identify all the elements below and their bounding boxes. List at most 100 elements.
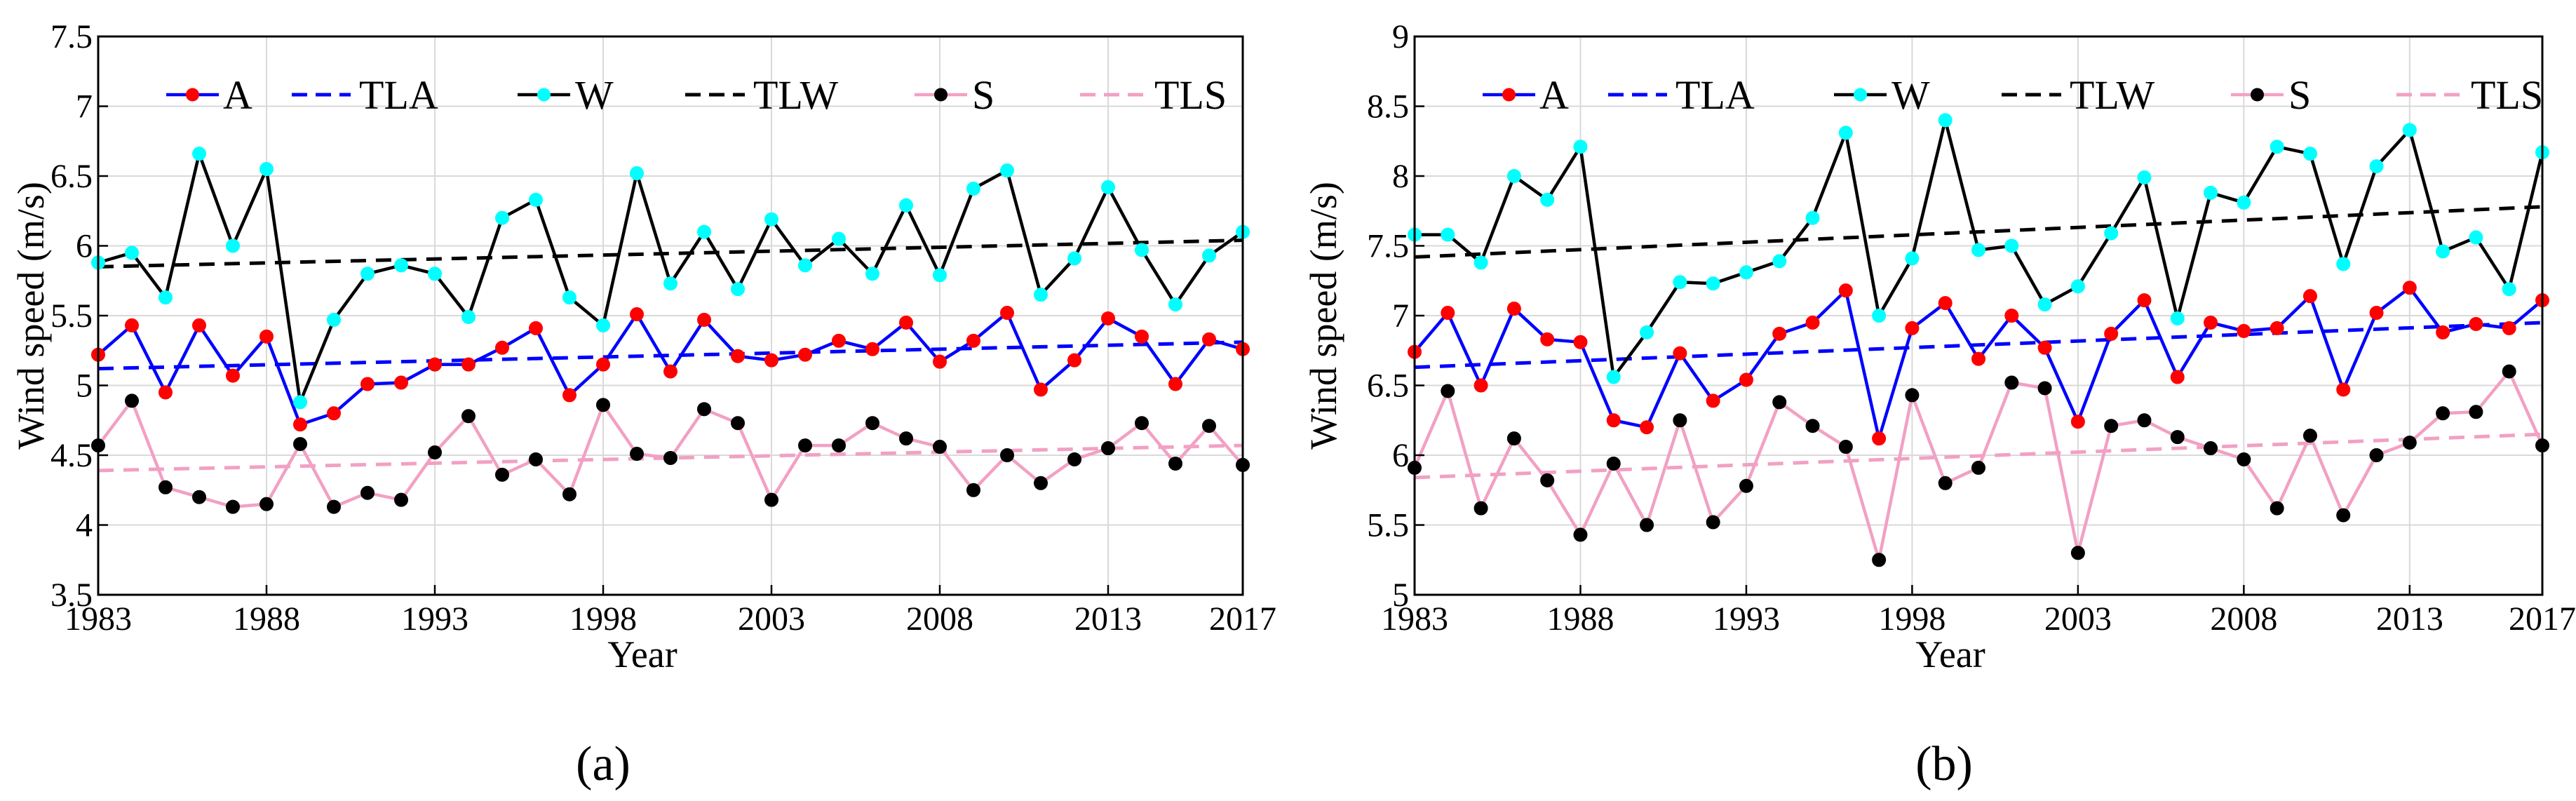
y-axis-title: Wind speed (m/s) xyxy=(10,182,52,450)
data-point-w xyxy=(293,395,307,410)
data-point-a xyxy=(360,377,375,391)
trend-line-tlw xyxy=(1414,205,2543,259)
y-tick-label: 7 xyxy=(76,88,93,126)
data-point-s xyxy=(2004,375,2019,390)
data-point-a xyxy=(865,342,879,356)
data-point-s xyxy=(1606,456,1621,471)
data-point-s xyxy=(1034,476,1048,490)
data-point-w xyxy=(1506,169,1521,183)
x-tick-label: 1998 xyxy=(569,600,637,638)
data-point-w xyxy=(1905,251,1920,266)
data-point-s xyxy=(764,492,778,507)
data-point-s xyxy=(2204,441,2218,456)
legend-label-w: W xyxy=(1891,72,1930,118)
data-point-s xyxy=(1905,388,1920,403)
data-point-a xyxy=(226,368,240,383)
data-point-s xyxy=(663,450,677,465)
data-point-w xyxy=(2469,230,2483,245)
data-point-w xyxy=(1673,275,1687,290)
data-point-w xyxy=(226,238,240,253)
data-point-a xyxy=(1101,311,1115,325)
data-point-w xyxy=(1540,192,1555,207)
data-point-s xyxy=(697,402,711,417)
data-point-w xyxy=(259,162,274,177)
data-point-s xyxy=(1441,384,1455,398)
data-point-s xyxy=(2170,430,2185,445)
data-point-s xyxy=(899,431,913,446)
y-tick-label: 7.5 xyxy=(1367,228,1409,265)
y-tick-label: 7.5 xyxy=(50,18,93,55)
data-point-a xyxy=(2070,415,2085,429)
data-point-w xyxy=(1706,276,1720,291)
y-tick-label: 4 xyxy=(76,507,93,544)
data-point-w xyxy=(1135,243,1149,257)
x-tick-label: 1988 xyxy=(233,600,300,638)
data-point-w xyxy=(596,318,610,332)
data-point-a xyxy=(2170,370,2185,384)
x-tick-label: 1993 xyxy=(401,600,468,638)
data-point-w xyxy=(933,268,947,283)
x-tick-label: 2017 xyxy=(1209,600,1276,638)
y-axis-title: Wind speed (m/s) xyxy=(1302,182,1344,450)
data-point-a xyxy=(495,340,509,355)
data-point-s xyxy=(2237,452,2251,466)
data-point-w xyxy=(764,212,778,227)
data-point-s xyxy=(1938,476,1953,490)
data-point-a xyxy=(159,385,173,400)
data-point-s xyxy=(394,492,408,507)
legend-label-tls: TLS xyxy=(2471,72,2543,118)
data-point-s xyxy=(1101,441,1115,456)
data-point-a xyxy=(731,349,745,363)
data-point-w xyxy=(1971,243,1985,257)
data-point-s xyxy=(1540,473,1555,487)
data-point-a xyxy=(832,333,846,348)
y-tick-label: 5 xyxy=(1392,577,1409,614)
y-tick-label: 5.5 xyxy=(50,297,93,335)
data-point-w xyxy=(630,166,644,181)
data-point-a xyxy=(663,364,677,379)
data-point-a xyxy=(1606,413,1621,428)
data-point-w xyxy=(1067,251,1081,266)
data-point-w xyxy=(125,245,139,260)
data-point-a xyxy=(1540,332,1555,346)
data-point-s xyxy=(2369,448,2384,462)
data-point-w xyxy=(865,267,879,281)
panel-label: (b) xyxy=(1915,737,1973,791)
data-point-w xyxy=(1772,254,1787,269)
data-point-a xyxy=(259,329,274,344)
data-point-w xyxy=(798,258,812,273)
data-point-w xyxy=(2137,170,2152,184)
data-point-a xyxy=(1506,302,1521,316)
legend-label-w: W xyxy=(575,72,614,118)
x-tick-label: 2013 xyxy=(1074,600,1142,638)
data-point-s xyxy=(293,437,307,452)
data-point-w xyxy=(2436,244,2450,259)
data-point-w xyxy=(1034,288,1048,302)
data-point-w xyxy=(1872,309,1887,323)
data-point-w xyxy=(192,147,206,161)
data-point-w xyxy=(495,210,509,225)
data-point-s xyxy=(933,440,947,455)
data-point-a xyxy=(2204,315,2218,330)
data-point-a xyxy=(1938,296,1953,311)
data-point-a xyxy=(2237,323,2251,338)
data-point-w xyxy=(1739,265,1753,280)
data-point-w xyxy=(394,258,408,273)
data-point-s xyxy=(1000,448,1014,462)
data-point-s xyxy=(1673,413,1687,428)
data-point-s xyxy=(1573,527,1588,542)
data-point-a xyxy=(2104,326,2119,341)
legend-label-s: S xyxy=(972,72,994,118)
data-point-w xyxy=(327,312,341,327)
data-point-w xyxy=(529,192,543,207)
data-point-s xyxy=(798,438,812,453)
data-point-w xyxy=(731,282,745,297)
data-point-a xyxy=(1772,326,1787,341)
data-point-s xyxy=(2104,419,2119,433)
x-tick-label: 2008 xyxy=(2210,600,2277,638)
data-point-s xyxy=(2070,546,2085,560)
data-point-a xyxy=(2369,306,2384,321)
y-tick-label: 6 xyxy=(1392,437,1409,474)
legend-marker-s xyxy=(934,88,948,102)
data-point-a xyxy=(1474,378,1488,393)
